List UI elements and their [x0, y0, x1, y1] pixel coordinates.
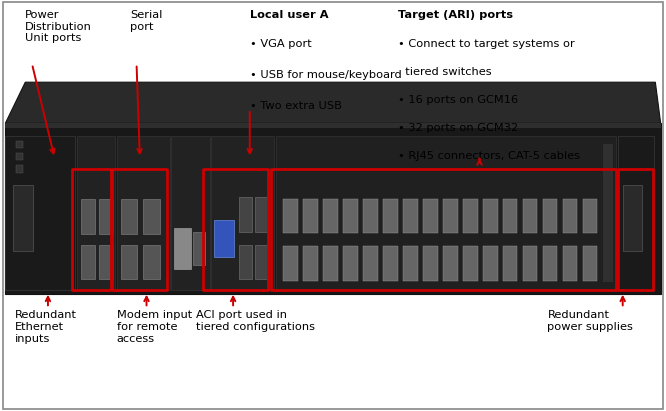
- Bar: [121, 199, 137, 234]
- Bar: [423, 246, 438, 281]
- Bar: [283, 246, 298, 281]
- Text: • 32 ports on GCM32: • 32 ports on GCM32: [398, 123, 518, 133]
- Polygon shape: [5, 82, 661, 123]
- Bar: [283, 199, 298, 233]
- Bar: [81, 199, 95, 234]
- Text: Power
Distribution
Unit ports: Power Distribution Unit ports: [25, 10, 92, 44]
- Text: ACI port used in
tiered configurations: ACI port used in tiered configurations: [196, 310, 316, 332]
- Bar: [255, 197, 268, 232]
- Bar: [563, 246, 577, 281]
- Bar: [171, 136, 210, 290]
- Bar: [174, 228, 191, 269]
- Text: • VGA port: • VGA port: [250, 39, 312, 49]
- Bar: [403, 199, 418, 233]
- Text: tiered switches: tiered switches: [398, 67, 492, 77]
- Bar: [443, 199, 458, 233]
- Bar: [143, 245, 160, 279]
- Bar: [323, 199, 338, 233]
- Bar: [343, 246, 358, 281]
- Bar: [112, 169, 166, 290]
- Bar: [16, 153, 23, 160]
- Bar: [623, 185, 642, 251]
- Bar: [483, 246, 498, 281]
- Bar: [618, 136, 654, 290]
- Text: Modem input
for remote
access: Modem input for remote access: [117, 310, 192, 344]
- Bar: [5, 136, 75, 290]
- Bar: [403, 246, 418, 281]
- Bar: [363, 246, 378, 281]
- Bar: [239, 245, 252, 279]
- Bar: [523, 246, 537, 281]
- Bar: [193, 232, 205, 265]
- Text: • Connect to target systems or: • Connect to target systems or: [398, 39, 575, 49]
- Text: Local user A: Local user A: [250, 10, 328, 20]
- Text: Target (ARI) ports: Target (ARI) ports: [398, 10, 513, 20]
- Bar: [503, 246, 517, 281]
- Bar: [383, 246, 398, 281]
- Bar: [271, 169, 616, 290]
- Bar: [323, 246, 338, 281]
- Bar: [483, 199, 498, 233]
- Bar: [5, 123, 661, 128]
- Text: Redundant
Ethernet
inputs: Redundant Ethernet inputs: [15, 310, 77, 344]
- Bar: [543, 199, 557, 233]
- Bar: [13, 185, 33, 251]
- Bar: [117, 136, 170, 290]
- Bar: [16, 141, 23, 148]
- Bar: [72, 169, 111, 290]
- Bar: [583, 199, 597, 233]
- Bar: [239, 197, 252, 232]
- Bar: [99, 245, 113, 279]
- Bar: [618, 169, 653, 290]
- Bar: [5, 123, 661, 294]
- Bar: [303, 199, 318, 233]
- Text: • USB for mouse/keyboard: • USB for mouse/keyboard: [250, 70, 402, 80]
- Bar: [603, 144, 613, 282]
- Bar: [423, 199, 438, 233]
- Bar: [463, 246, 478, 281]
- Text: • 16 ports on GCM16: • 16 ports on GCM16: [398, 95, 518, 105]
- Bar: [121, 245, 137, 279]
- Bar: [99, 199, 113, 234]
- Bar: [81, 245, 95, 279]
- Bar: [443, 246, 458, 281]
- Text: Serial
port: Serial port: [130, 10, 163, 32]
- Bar: [77, 136, 115, 290]
- Bar: [543, 246, 557, 281]
- Bar: [383, 199, 398, 233]
- Bar: [363, 199, 378, 233]
- Bar: [523, 199, 537, 233]
- Bar: [255, 245, 268, 279]
- Bar: [583, 246, 597, 281]
- Bar: [214, 220, 234, 257]
- Bar: [143, 199, 160, 234]
- Bar: [563, 199, 577, 233]
- Text: • RJ45 connectors, CAT-5 cables: • RJ45 connectors, CAT-5 cables: [398, 151, 580, 161]
- Bar: [463, 199, 478, 233]
- Bar: [503, 199, 517, 233]
- Bar: [211, 136, 274, 290]
- Bar: [343, 199, 358, 233]
- Bar: [303, 246, 318, 281]
- Bar: [203, 169, 268, 290]
- Text: Redundant
power supplies: Redundant power supplies: [547, 310, 633, 332]
- Text: • Two extra USB: • Two extra USB: [250, 101, 342, 111]
- Bar: [16, 165, 23, 173]
- Bar: [276, 136, 616, 290]
